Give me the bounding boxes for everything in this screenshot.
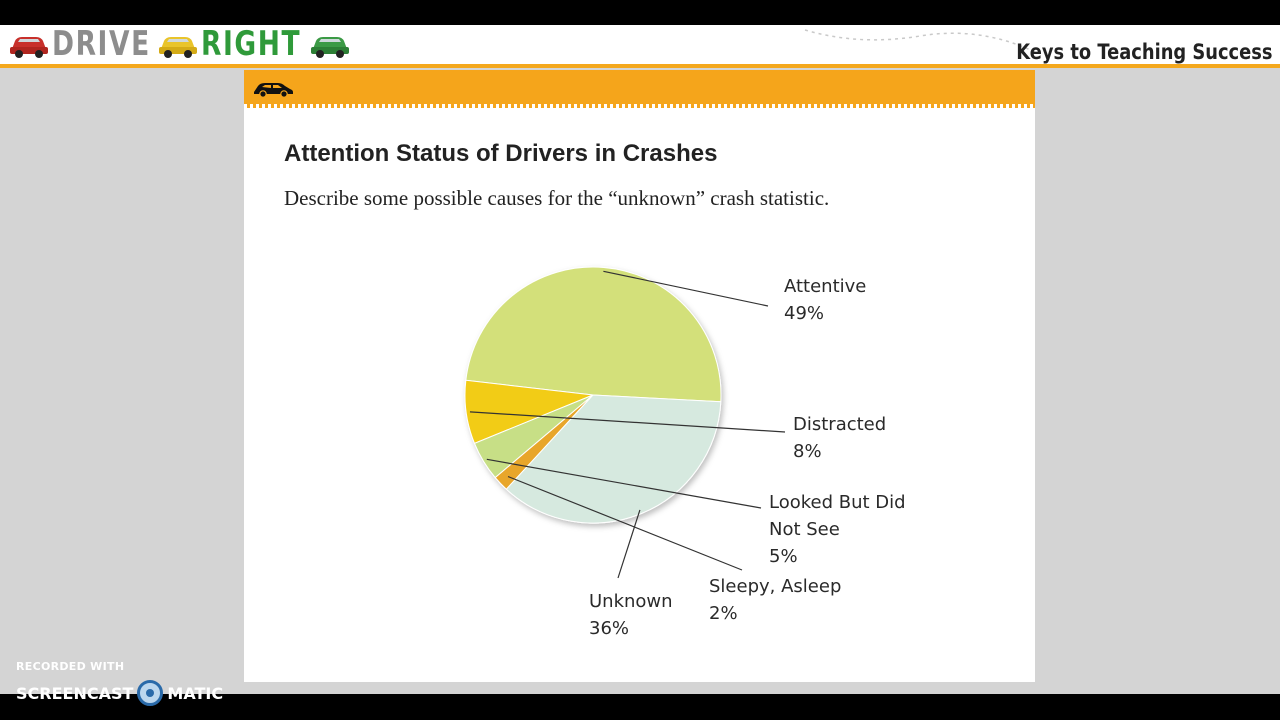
leader-line: [617, 509, 641, 579]
slide-header-band: [244, 70, 1035, 107]
slice-label: Looked But Did Not See 5%: [769, 492, 906, 567]
slice-label: Attentive 49%: [784, 276, 866, 324]
leader-line: [486, 458, 762, 509]
top-letterbox: [0, 0, 1280, 25]
leader-line: [603, 270, 769, 307]
header-tagline: Keys to Teaching Success: [1015, 40, 1272, 64]
car-silhouette-icon: [254, 83, 293, 98]
slice-label: Unknown 36%: [589, 591, 673, 639]
leader-line: [507, 475, 743, 571]
drive-right-logo: DRIVE RIGHT: [8, 24, 351, 64]
leader-line: [469, 411, 786, 433]
chart-title: Attention Status of Drivers in Crashes: [284, 140, 718, 167]
watermark-recorded-with: RECORDED WITH: [16, 660, 125, 673]
header-divider: [0, 64, 1280, 68]
bottom-letterbox: [0, 694, 1280, 720]
decorative-dotted-curve: [804, 29, 1036, 53]
slide-card: Attention Status of Drivers in Crashes D…: [244, 70, 1035, 682]
watermark-brand-right: MATIC: [167, 683, 224, 703]
pie-slice-attentive: [465, 266, 722, 403]
slice-label: Distracted 8%: [793, 414, 886, 462]
pie-chart: Attentive 49% Distracted 8% Looked But Did No…: [464, 266, 906, 639]
logo-word-right: RIGHT: [200, 24, 301, 64]
watermark-brand-left: SCREENCAST: [16, 683, 134, 703]
screencast-watermark: RECORDED WITH SCREENCAST MATIC: [16, 660, 223, 706]
green-car-icon: [310, 37, 349, 58]
screencast-logo-icon: [137, 680, 164, 706]
slide-question: Describe some possible causes for the “u…: [284, 186, 830, 210]
red-car-icon: [10, 37, 48, 58]
yellow-car-icon: [158, 37, 197, 58]
slide-band-edge: [244, 104, 1035, 108]
logo-word-drive: DRIVE: [52, 24, 151, 64]
watermark-brand: SCREENCAST MATIC: [16, 680, 223, 706]
slice-label: Sleepy, Asleep 2%: [709, 576, 841, 624]
header-bar: [0, 25, 1280, 65]
